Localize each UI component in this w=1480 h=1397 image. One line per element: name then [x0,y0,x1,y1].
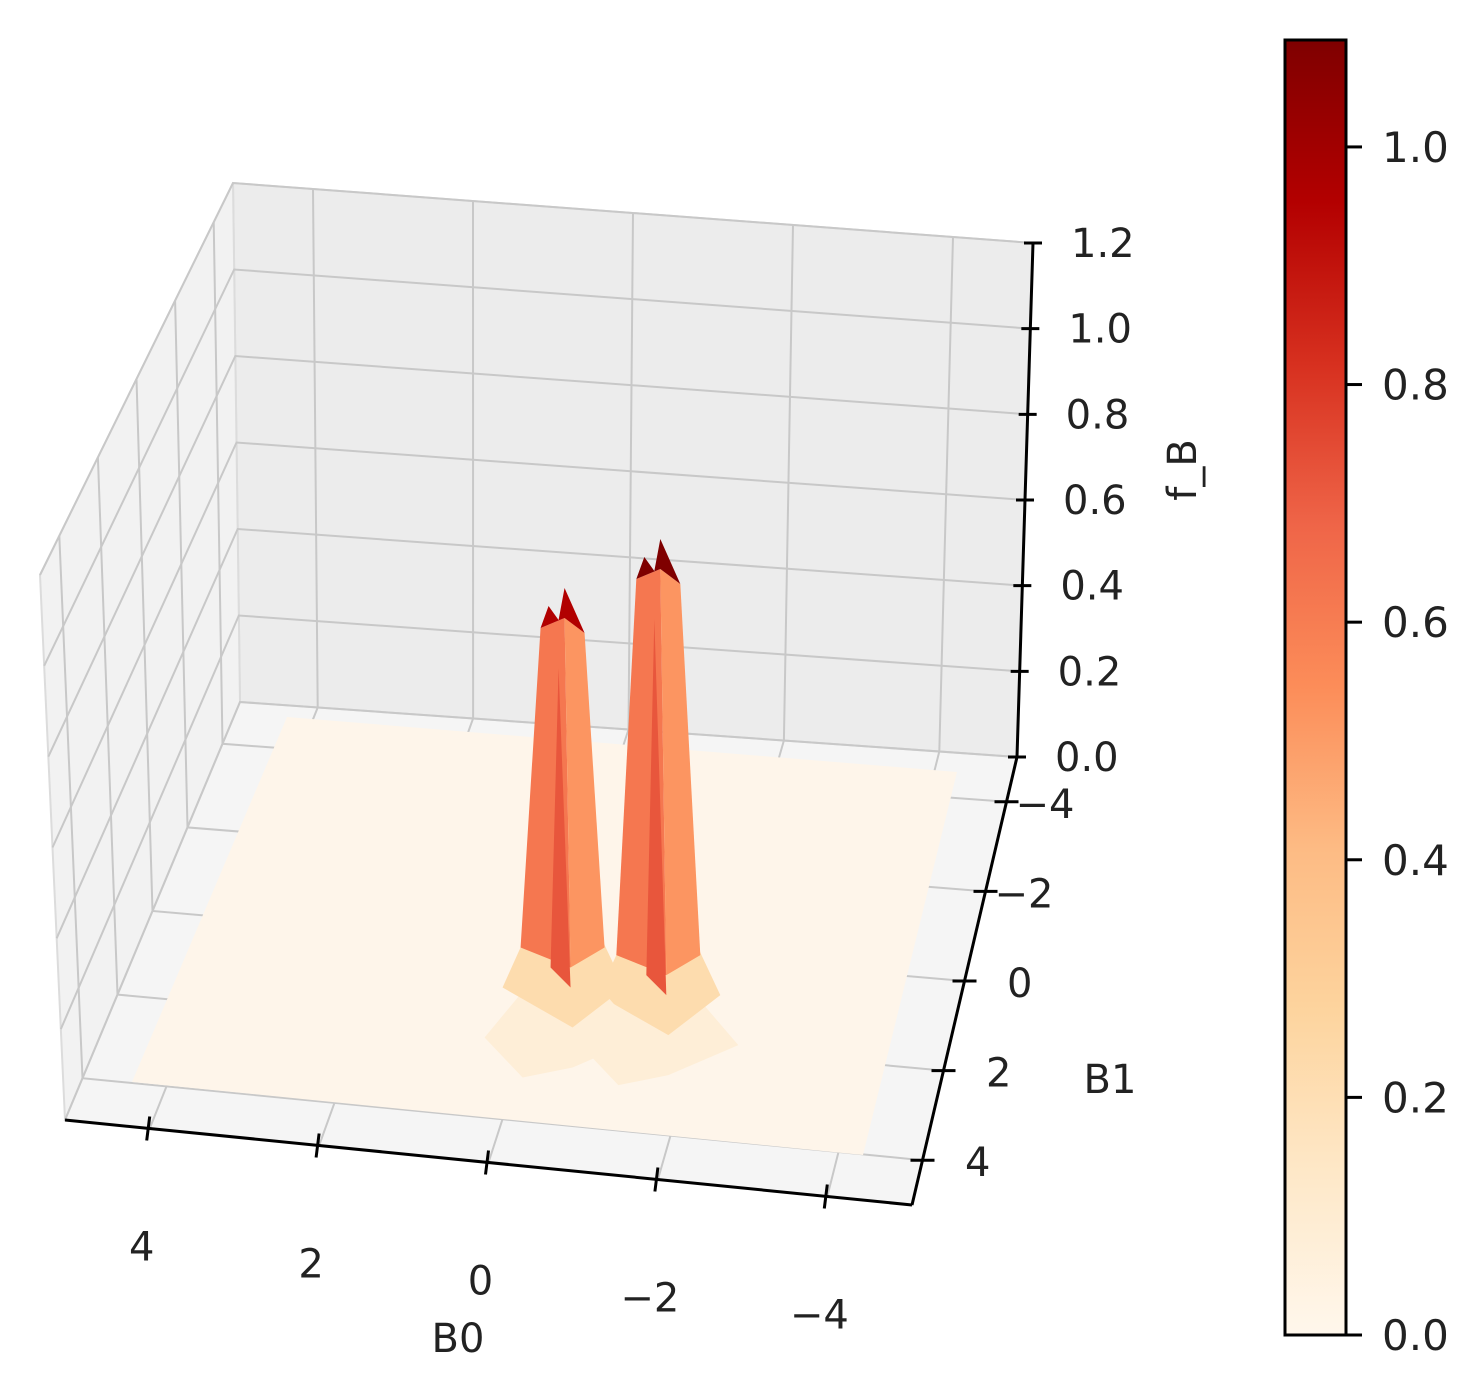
peak-inner-face [550,668,571,988]
peak-tip [540,588,585,634]
surface-peak [484,588,643,1078]
z-grid-line [64,700,1018,1121]
surface-peak [580,538,739,1086]
y-tick-label: −4 [1016,782,1075,828]
x-axis-title: B0 [432,1316,485,1362]
colorbar-gradient [1283,38,1348,1337]
x-tick-mark [653,1167,660,1192]
z-tick-label: 0.2 [1058,649,1122,695]
z-grid-line [59,614,1020,1030]
x-tick-label: −2 [620,1276,679,1322]
peak-right-face [660,568,701,976]
x-tick-label: 2 [298,1242,323,1288]
x-tick-mark [484,1150,490,1175]
peak-tip [636,538,681,584]
y-tick-label: 0 [1007,961,1032,1007]
peak-right-face [564,618,605,968]
colorbar-tick-label: 0.8 [1382,361,1449,410]
colorbar-tick-label: 0.4 [1382,836,1449,885]
z-tick-label: 0.8 [1066,392,1130,438]
x-tick-label: −4 [790,1293,849,1339]
x-tick-label: 4 [129,1225,154,1271]
surface-plot [132,538,957,1155]
x-tick-label: 0 [468,1259,493,1305]
peak-inner-face [646,618,667,996]
colorbar-tick-label: 0.0 [1382,1311,1449,1360]
z-grid-line [47,354,1028,758]
z-tick-label: 0.4 [1060,564,1124,610]
z-tick-label: 0.6 [1063,478,1127,524]
colorbar-tick-label: 1.0 [1382,123,1449,172]
axis-ticks: 0.0 0.2 0.4 0.6 0.8 1.0 1.2 −4 −2 0 2 4 4 2 0 −2 −4 [129,221,1135,1339]
colorbar-tick-label: 0.2 [1382,1073,1449,1122]
x-tick-mark [314,1133,321,1158]
z-tick-label: 0.0 [1055,735,1119,781]
z-grid-line [43,268,1031,667]
colorbar: 0.0 0.2 0.4 0.6 0.8 1.0 [1283,38,1449,1360]
z-tick-label: 1.0 [1068,307,1132,353]
y-tick-label: 4 [965,1140,990,1186]
colorbar-tick-label: 0.6 [1382,598,1449,647]
z-grid-line [55,527,1023,939]
y-tick-label: −2 [995,871,1054,917]
z-tick-label: 1.2 [1071,221,1135,267]
z-axis-title: f_B [1160,439,1206,501]
x-tick-mark [145,1116,152,1141]
y-axis-title: B1 [1084,1057,1137,1103]
x-tick-mark [822,1184,829,1209]
y-tick-label: 2 [986,1051,1011,1097]
z-grid-line [39,181,1034,576]
z-grid-line [51,441,1026,848]
